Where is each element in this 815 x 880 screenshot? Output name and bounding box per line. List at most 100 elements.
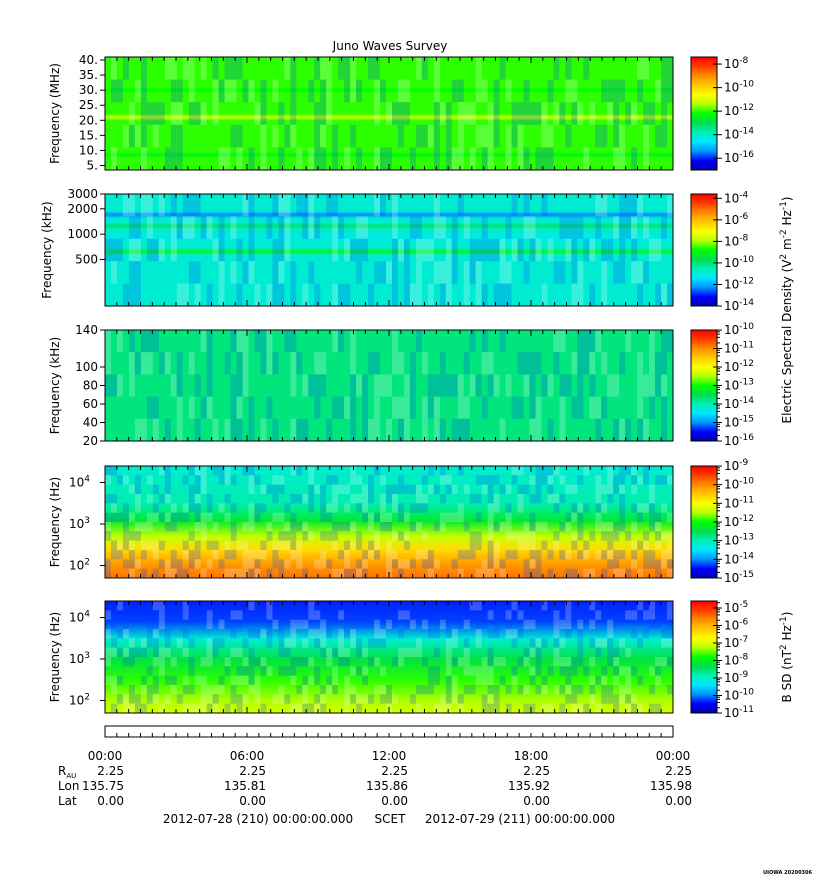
colorbar-tick-label: 10-11 [724,705,754,720]
colorbar-strip [690,600,718,714]
time-tick-label: 18:00 [514,749,549,763]
spectrogram-fill [105,601,673,713]
ephemeris-value: 135.81 [224,779,266,793]
y-tick-label: 103 [69,651,90,666]
ephemeris-value: 0.00 [239,794,266,808]
colorbar-tick-label: 10-8 [724,233,749,248]
y-tick-label: 25. [79,98,98,112]
time-tick-label: 06:00 [230,749,265,763]
colorbar-tick-label: 10-14 [724,396,754,411]
spectrogram-fill [105,330,673,441]
y-tick-label: 102 [69,693,90,708]
y-tick-label: 20 [83,434,98,448]
colorbar-tick-label: 10-8 [724,653,749,668]
y-axis-label: Frequency (kHz) [48,337,62,434]
ephemeris-value: 2.25 [665,764,692,778]
colorbar-strip [690,329,718,442]
spectrogram-fill [105,194,673,306]
colorbar-tick-label: 10-5 [724,600,748,615]
colorbar-tick-label: 10-16 [724,433,754,448]
ephemeris-value: 135.75 [82,779,124,793]
spectrogram-texture [105,466,673,578]
colorbar-tick-label: 10-13 [724,533,754,548]
y-tick-label: 15. [79,128,98,142]
colorbar-tick-label: 10-16 [724,150,754,165]
colorbar-3: 10-10 10-11 10-12 10-13 10-14 10-15 10-16 [690,322,754,448]
y-tick-label: 20. [79,113,98,127]
y-tick-label: 2000 [67,202,98,216]
ephemeris-value: 2.25 [381,764,408,778]
colorbar-tick-label: 10-8 [724,56,749,71]
y-tick-label: 5. [87,158,98,172]
y-tick-label: 103 [69,516,90,531]
spectrogram-panel-4: 102 103 104 Frequency (Hz) [48,465,674,579]
ephemeris-value: 0.00 [97,794,124,808]
colorbar-2: 10-4 10-6 10-8 10-10 10-12 10-14 [690,190,754,313]
spectrogram-panel-3: 20 40 60 80 100 140 Frequency (kHz) [48,323,674,448]
ephemeris-value: 2.25 [523,764,550,778]
ephemeris-value: 2.25 [97,764,124,778]
y-tick-label: 30. [79,83,98,97]
ephemeris-value: 0.00 [381,794,408,808]
y-tick-label: 40 [83,416,98,430]
y-tick-label: 80 [83,379,98,393]
colorbar-strip [690,56,718,171]
time-tick-label: 00:00 [656,749,691,763]
colorbar-tick-label: 10-7 [724,635,748,650]
figure-title: Juno Waves Survey [332,39,448,53]
ephemeris-row-label: RAU [58,764,76,780]
colorbar-tick-label: 10-15 [724,570,754,585]
colorbar-tick-label: 10-10 [724,688,754,703]
spectrogram-fill [105,57,673,170]
colorbar-tick-label: 10-14 [724,127,754,142]
colorbar-tick-label: 10-12 [724,276,754,291]
colorbar-tick-label: 10-11 [724,495,754,510]
footer-end-label: 2012-07-29 (211) 00:00:00.000 [425,812,615,826]
y-axis-label: Frequency (Hz) [48,477,62,568]
ephemeris-value: 2.25 [239,764,266,778]
spectrogram-panel-5: 102 103 104 Frequency (Hz) [48,600,674,714]
colorbar-tick-label: 10-10 [724,80,754,95]
ephemeris-row-label: Lat [58,794,77,808]
y-axis-label: Frequency (kHz) [40,201,54,298]
y-tick-label: 10. [79,143,98,157]
ephemeris-value: 135.86 [366,779,408,793]
colorbar-5: 10-5 10-6 10-7 10-8 10-9 10-10 10-11 [690,600,754,720]
ephemeris-value: 135.92 [508,779,550,793]
spectrogram-texture [105,194,673,306]
colorbar-strip [690,193,718,307]
colorbar-1: 10-8 10-10 10-12 10-14 10-16 [690,56,754,171]
colorbar-tick-label: 10-11 [724,341,754,356]
colorbar-tick-label: 10-12 [724,514,754,529]
spectrogram-texture [105,601,673,713]
colorbar-tick-label: 10-14 [724,551,754,566]
y-tick-label: 40. [79,53,98,67]
y-tick-label: 35. [79,68,98,82]
y-tick-label: 100 [75,360,98,374]
credit-stamp: UIOWA 20200306 [763,870,812,876]
colorbar-tick-label: 10-10 [724,255,754,270]
footer-start-label: 2012-07-28 (210) 00:00:00.000 [163,812,353,826]
y-tick-label: 140 [75,323,98,337]
footer-scet-label: SCET [375,812,407,826]
colorbar-tick-label: 10-14 [724,298,754,313]
y-tick-label: 1000 [67,227,98,241]
colorbar-tick-label: 10-12 [724,103,754,118]
y-tick-label: 3000 [67,187,98,201]
colorbar-tick-label: 10-6 [724,212,749,227]
y-tick-label: 60 [83,397,98,411]
ephemeris-row-label: Lon [58,779,79,793]
time-tick-label: 00:00 [88,749,123,763]
ephemeris-value: 0.00 [523,794,550,808]
spectrogram-texture [110,57,673,170]
magnetic-density-label: B SD (nT2 Hz-1) [779,612,794,703]
colorbar-tick-label: 10-10 [724,477,754,492]
colorbar-tick-label: 10-15 [724,415,754,430]
colorbar-tick-label: 10-12 [724,359,754,374]
colorbar-tick-label: 10-4 [724,190,749,205]
y-axis-label: Frequency (Hz) [48,612,62,703]
colorbar-tick-label: 10-13 [724,378,754,393]
spectrogram-texture [105,330,673,441]
